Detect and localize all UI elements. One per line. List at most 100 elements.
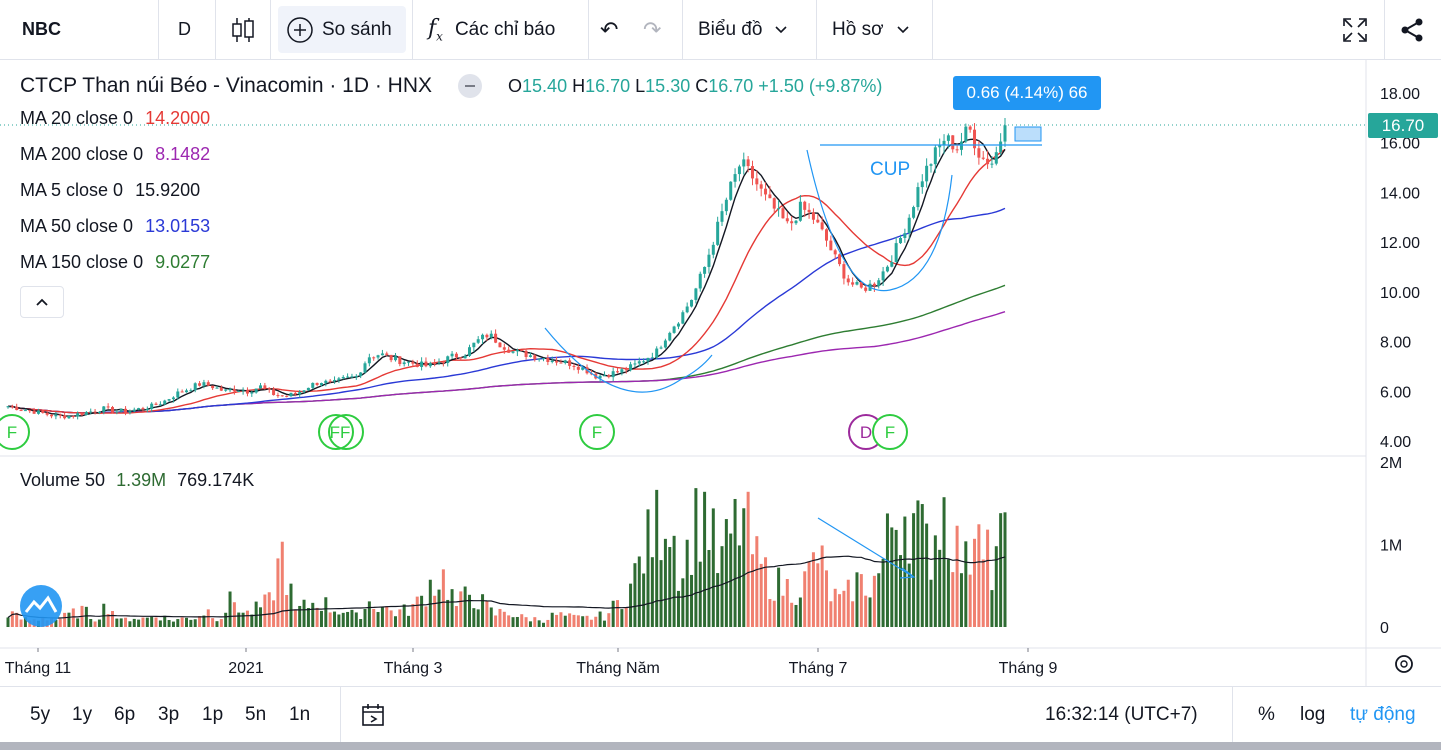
ma-value: 8.1482: [155, 144, 211, 164]
volume-bar: [737, 545, 741, 627]
log-toggle[interactable]: log: [1300, 687, 1330, 743]
measure-tooltip: 0.66 (4.14%) 66: [953, 76, 1101, 110]
candle-body: [363, 363, 367, 373]
candle-body: [10, 406, 14, 408]
candle-body: [15, 406, 19, 411]
chart-type-dropdown[interactable]: Biểu đồ: [698, 0, 808, 59]
volume-bar: [973, 538, 977, 627]
candle-body: [485, 334, 489, 338]
candles-style-button[interactable]: [230, 0, 260, 59]
event-marker[interactable]: F: [872, 414, 908, 450]
candle-body: [254, 388, 258, 393]
percent-toggle[interactable]: %: [1258, 687, 1280, 743]
event-circle: [328, 414, 364, 450]
clock[interactable]: 16:32:14 (UTC+7): [1045, 687, 1215, 743]
volume-bar: [415, 596, 419, 627]
volume-bar: [824, 570, 828, 627]
candle-body: [211, 385, 215, 389]
candle-body: [772, 198, 776, 209]
volume-bar: [363, 608, 367, 627]
undo-button[interactable]: ↶: [600, 0, 628, 59]
volume-label[interactable]: Volume 50: [20, 470, 106, 490]
candle-body: [498, 342, 502, 348]
compare-button[interactable]: So sánh: [278, 6, 406, 53]
volume-bar: [698, 561, 702, 627]
chart-settings-button[interactable]: [1395, 655, 1413, 673]
range-button-1y[interactable]: 1y: [72, 687, 92, 743]
candle-body: [433, 363, 437, 365]
volume-bar: [372, 608, 376, 627]
hide-legend-button[interactable]: [458, 74, 483, 98]
range-button-5n[interactable]: 5n: [245, 687, 266, 743]
indicators-button[interactable]: fx Các chỉ báo: [428, 0, 578, 59]
share-button[interactable]: [1399, 0, 1427, 59]
volume-bar: [711, 508, 715, 627]
range-button-5y[interactable]: 5y: [30, 687, 50, 743]
candle-body: [302, 390, 306, 393]
candle-body: [681, 312, 685, 324]
volume-bar: [167, 620, 171, 627]
range-button-3p[interactable]: 3p: [158, 687, 179, 743]
price-tick-label: 14.00: [1380, 185, 1420, 202]
event-circle: [0, 414, 30, 450]
price-chart[interactable]: CUP 18.00 16.00 14.00 12.00 10.00 8.00 6.00 4.0…: [0, 59, 1441, 686]
profile-dropdown[interactable]: Hồ sơ: [832, 0, 922, 59]
ma-legend-row[interactable]: MA 200 close 0 8.1482: [20, 144, 210, 165]
chevron-up-icon: [36, 298, 48, 306]
symbol-title[interactable]: CTCP Than núi Béo - Vinacomin · 1D · HNX: [20, 74, 433, 97]
fullscreen-button[interactable]: [1342, 0, 1370, 59]
volume-bar: [977, 524, 981, 627]
candle-body: [189, 390, 193, 392]
candle-body: [559, 362, 563, 364]
candle-body: [467, 347, 471, 356]
volume-bar: [690, 574, 694, 627]
range-button-6p[interactable]: 6p: [114, 687, 135, 743]
auto-scale-toggle[interactable]: tự động: [1350, 687, 1428, 743]
event-circle: [318, 414, 354, 450]
candle-body: [93, 411, 97, 413]
volume-bar: [19, 619, 23, 627]
volume-bar: [476, 609, 480, 627]
candle-body: [746, 159, 750, 167]
time-axis[interactable]: Tháng 11 2021 Tháng 3 Tháng Năm Tháng 7 Tháng…: [5, 648, 1058, 677]
interval-button[interactable]: D: [178, 0, 208, 59]
ma-legend-row[interactable]: MA 150 close 0 9.0277: [20, 252, 210, 273]
chevron-down-icon: [775, 25, 788, 33]
event-marker[interactable]: F: [579, 414, 615, 450]
event-marker[interactable]: FF: [318, 414, 364, 450]
range-button-1p[interactable]: 1p: [202, 687, 223, 743]
redo-button[interactable]: ↷: [643, 0, 671, 59]
volume-bar: [520, 614, 524, 627]
volume-bar: [137, 619, 141, 627]
ma-legend-row[interactable]: MA 50 close 0 13.0153: [20, 216, 210, 237]
divider: [816, 0, 817, 59]
candle-body: [102, 406, 106, 413]
measure-box[interactable]: [1014, 126, 1042, 142]
candle-body: [515, 350, 519, 352]
candle-body: [942, 140, 946, 145]
volume-bar: [659, 560, 663, 627]
candle-body: [341, 376, 345, 379]
symbol-search-button[interactable]: NBC: [22, 0, 152, 59]
range-button-1n[interactable]: 1n: [289, 687, 310, 743]
candle-body: [920, 181, 924, 188]
volume-bar: [581, 616, 585, 627]
volume-bar: [245, 610, 249, 627]
candle-body: [629, 364, 633, 371]
price-axis[interactable]: 18.00 16.00 14.00 12.00 10.00 8.00 6.00 4.00: [1380, 86, 1420, 451]
candle-body: [324, 380, 328, 384]
candle-body: [158, 404, 162, 406]
goto-date-button[interactable]: [360, 687, 390, 743]
candle-body: [528, 355, 532, 357]
ma-legend-row[interactable]: MA 5 close 0 15.9200: [20, 180, 200, 201]
candle-body: [128, 411, 132, 413]
volume-bar: [794, 604, 798, 627]
collapse-legend-button[interactable]: [20, 286, 64, 318]
volume-value: 1.39M: [116, 470, 167, 490]
event-marker[interactable]: F: [0, 414, 30, 450]
candle-body: [650, 357, 654, 359]
volume-bar: [176, 619, 180, 627]
ma-legend-row[interactable]: MA 20 close 0 14.2000: [20, 108, 210, 129]
volume-bar: [454, 606, 458, 627]
volume-bars: [6, 488, 1007, 627]
